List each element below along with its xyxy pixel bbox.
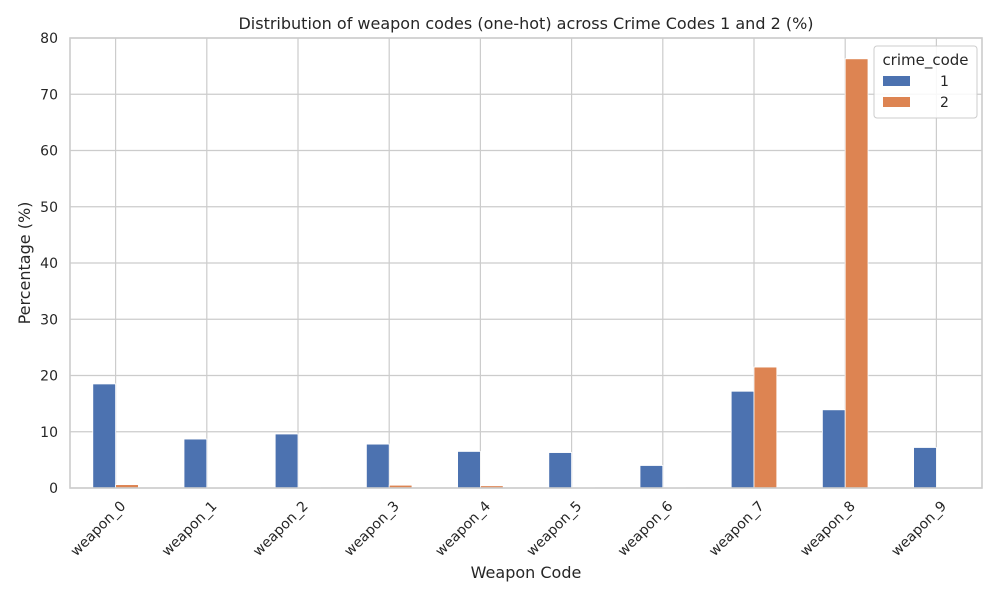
x-tick-label: weapon_1	[159, 498, 220, 559]
legend-items: 12	[883, 74, 949, 111]
y-tick-label: 60	[40, 144, 58, 160]
bar-weapon_2-series-1	[274, 433, 299, 489]
bar-weapon_5-series-1	[548, 452, 572, 489]
legend-label-1: 1	[940, 74, 949, 90]
bar-weapon_3-series-1	[365, 443, 390, 489]
legend: crime_code 12	[873, 45, 978, 119]
bar-weapon_6-series-1	[639, 465, 664, 489]
y-tick-label: 40	[40, 256, 58, 272]
y-tick-label: 70	[40, 87, 58, 103]
legend-title: crime_code	[882, 51, 968, 70]
x-tick-label: weapon_2	[250, 498, 311, 559]
x-tick-label: weapon_8	[797, 498, 858, 559]
bar-weapon_7-series-2	[753, 366, 778, 489]
bar-weapon_8-series-1	[822, 409, 846, 489]
legend-label-2: 2	[940, 95, 949, 111]
bar-weapon_7-series-1	[730, 390, 755, 489]
x-tick-label: weapon_0	[68, 498, 129, 559]
y-tick-label: 30	[40, 312, 58, 328]
x-tick-label: weapon_3	[341, 498, 402, 559]
x-axis-ticks: weapon_0 weapon_1 weapon_2 weapon_3 weapon_4…	[68, 498, 950, 559]
legend-swatch-2	[883, 97, 910, 107]
x-tick-label: weapon_4	[433, 498, 494, 559]
bar-weapon_1-series-1	[183, 438, 208, 489]
bar-weapon_4-series-1	[457, 451, 481, 489]
bars	[92, 58, 960, 489]
y-tick-label: 80	[40, 31, 58, 47]
bar-weapon_0-series-1	[92, 383, 117, 489]
y-tick-label: 50	[40, 200, 58, 216]
bar-weapon_8-series-2	[844, 58, 869, 489]
y-tick-label: 0	[49, 481, 58, 497]
y-tick-label: 20	[40, 369, 58, 385]
y-axis-ticks: 0 10 20 30 40 50 60 70 80	[40, 31, 58, 497]
plot-frame	[69, 37, 983, 489]
x-tick-label: weapon_9	[889, 498, 950, 559]
bar-weapon_9-series-1	[913, 447, 937, 489]
y-axis-title: Percentage (%)	[15, 202, 34, 325]
legend-swatch-1	[883, 76, 910, 86]
x-tick-label: weapon_5	[524, 498, 585, 559]
x-tick-label: weapon_6	[615, 498, 676, 559]
y-tick-label: 10	[40, 425, 58, 441]
x-axis-title: Weapon Code	[471, 563, 582, 582]
chart-title: Distribution of weapon codes (one-hot) a…	[238, 14, 813, 33]
x-tick-label: weapon_7	[706, 498, 767, 559]
